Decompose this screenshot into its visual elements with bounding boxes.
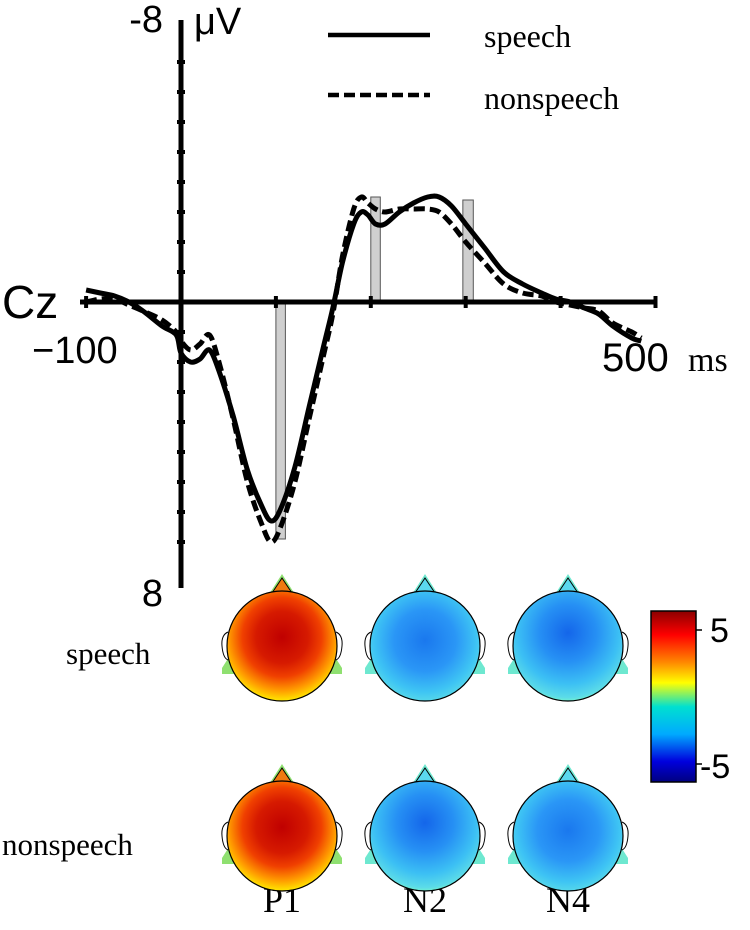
x-unit-label: ms <box>688 342 728 379</box>
ear-icon <box>364 821 372 851</box>
colorbar-label-min: -5 <box>700 748 730 786</box>
y-tick-label-bottom: 8 <box>142 573 163 615</box>
highlight-window-n2 <box>370 196 381 303</box>
channel-label: Cz <box>2 276 58 328</box>
head-map <box>369 780 481 892</box>
legend-label-nonspeech: nonspeech <box>484 80 619 116</box>
y-unit-label: μV <box>194 1 242 43</box>
ear-icon <box>221 821 229 851</box>
ear-icon <box>507 631 515 661</box>
topomap-nonspeech-p1 <box>221 764 343 892</box>
legend-label-speech: speech <box>484 18 571 54</box>
ear-icon <box>364 631 372 661</box>
topomap-grid <box>221 574 629 892</box>
ear-icon <box>335 631 343 661</box>
row-label-speech: speech <box>66 636 151 671</box>
head-map <box>512 780 624 892</box>
colorbar: 5 -5 <box>650 610 730 786</box>
series-lines <box>85 193 643 545</box>
head-map <box>512 590 624 702</box>
topomaps: speech nonspeech P1 N2 N4 <box>2 574 629 920</box>
ear-icon <box>621 631 629 661</box>
topomap-nonspeech-n2 <box>364 764 486 892</box>
x-tick-label-max: 500 <box>602 336 669 380</box>
series-line-nonspeech <box>85 194 643 545</box>
x-tick-label-min: −100 <box>32 330 118 372</box>
ear-icon <box>478 821 486 851</box>
head-map <box>226 780 338 892</box>
ear-icon <box>221 631 229 661</box>
legend: speech nonspeech <box>328 18 619 116</box>
topomap-speech-n2 <box>364 574 486 702</box>
erp-plot: -8 μV 8 Cz −100 500 ms speech nonspeech <box>2 0 728 615</box>
row-label-nonspeech: nonspeech <box>2 827 133 862</box>
highlight-windows <box>275 196 474 540</box>
topomap-nonspeech-n4 <box>507 764 629 892</box>
ear-icon <box>507 821 515 851</box>
head-map <box>226 590 338 702</box>
head-map <box>369 590 481 702</box>
ear-icon <box>335 821 343 851</box>
y-tick-label-top: -8 <box>129 0 163 41</box>
colorbar-label-max: 5 <box>710 612 729 650</box>
series-line-speech <box>85 193 643 524</box>
ear-icon <box>621 821 629 851</box>
topomap-speech-n4 <box>507 574 629 702</box>
highlight-window-n4 <box>462 199 474 303</box>
topomap-speech-p1 <box>221 574 343 702</box>
ear-icon <box>478 631 486 661</box>
colorbar-gradient <box>650 610 697 783</box>
